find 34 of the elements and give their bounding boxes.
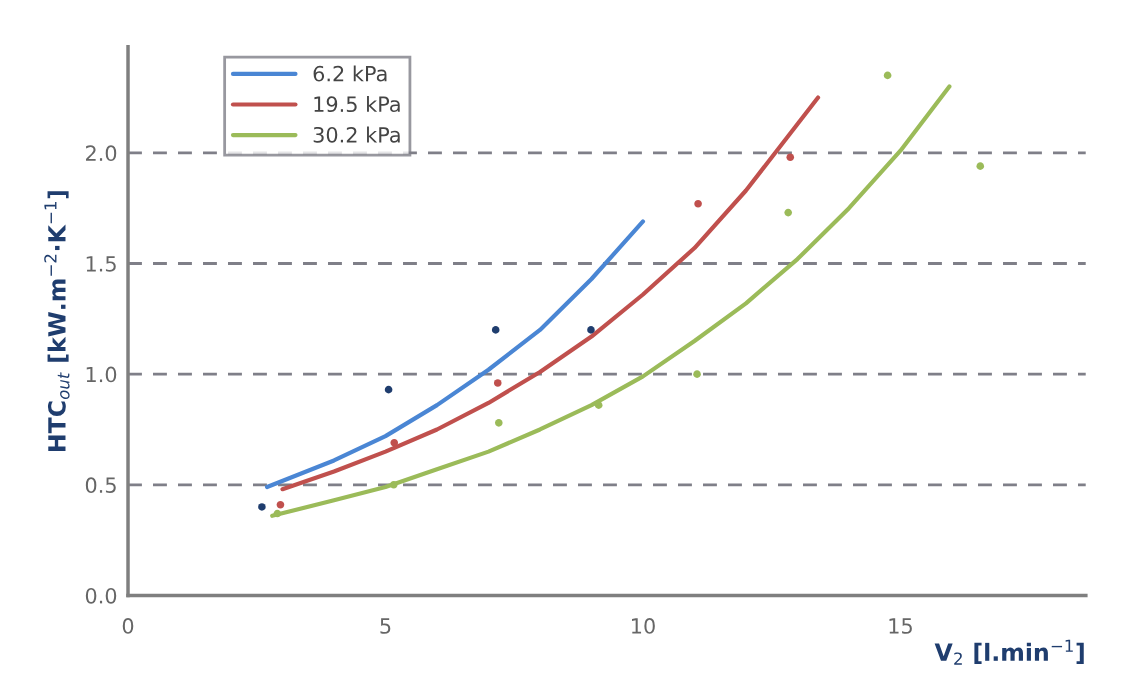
point — [784, 208, 792, 217]
point — [493, 379, 502, 387]
point — [976, 162, 985, 170]
point — [587, 326, 595, 334]
legend-label: 30.2 kPa — [313, 126, 400, 143]
x-tick-label: 15 — [889, 618, 912, 634]
legend-label: 19.5 kPa — [314, 95, 400, 113]
point — [258, 503, 266, 511]
x-tick-label: 0 — [122, 618, 134, 634]
x-axis-title: V$_{2}$ [l.min$^{−1}$] — [934, 639, 1084, 665]
y-tick-label: 2.0 — [85, 145, 117, 162]
line-series — [264, 219, 646, 490]
point — [491, 326, 500, 334]
x-tick-label: 5 — [380, 618, 391, 634]
point — [694, 199, 702, 208]
point — [594, 401, 603, 409]
point — [276, 500, 285, 509]
y-tick-label: 1.5 — [86, 256, 116, 272]
y-tick-label: 0.5 — [85, 477, 116, 494]
point — [494, 419, 503, 427]
legend-label: 6.2 kPa — [313, 65, 387, 82]
line-series — [270, 84, 952, 518]
line-series — [280, 95, 821, 492]
point — [390, 438, 399, 447]
y-axis-title: HTC$_{out}$ [kW.m$^{−2}$·K$^{−1}$] — [44, 191, 70, 451]
point — [786, 153, 795, 162]
point — [693, 370, 701, 378]
point — [389, 481, 398, 489]
y-tick-label: 1.0 — [86, 366, 117, 383]
point — [384, 385, 393, 394]
point — [273, 509, 282, 518]
y-tick-label: 0.0 — [85, 587, 117, 604]
x-tick-label: 10 — [632, 618, 655, 634]
point — [883, 71, 892, 80]
